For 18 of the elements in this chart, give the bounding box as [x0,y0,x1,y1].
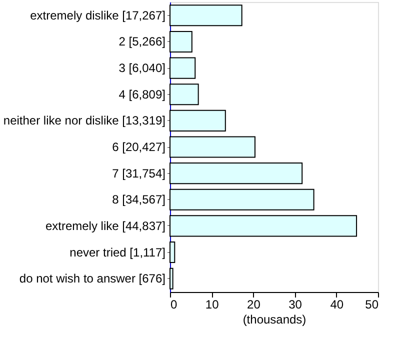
x-tick-label: 30 [288,298,302,312]
x-axis-title: (thousands) [242,312,306,326]
y-tick-label: extremely like [44,837] [45,218,166,233]
y-tick-label: 6 [20,427] [112,140,166,154]
y-tick-label: 2 [5,266] [118,34,166,49]
y-tick-label: 8 [34,567] [112,192,166,207]
y-tick-label: 4 [6,809] [118,87,166,102]
x-tick-label: 20 [247,298,261,312]
x-tick-label: 0 [170,298,178,312]
x-tick-label: 50 [365,298,379,312]
y-tick-label: 7 [31,754] [112,166,166,180]
y-tick-label: neither like nor dislike [13,319] [3,114,166,128]
x-tick-label: 10 [205,298,220,312]
y-tick-label: do not wish to answer [676] [19,272,166,286]
x-tick-label: 40 [330,298,344,312]
y-tick-label: extremely dislike [17,267] [30,8,166,22]
y-tick-label: 3 [6,040] [118,61,166,76]
y-tick-label: never tried [1,117] [70,245,166,260]
